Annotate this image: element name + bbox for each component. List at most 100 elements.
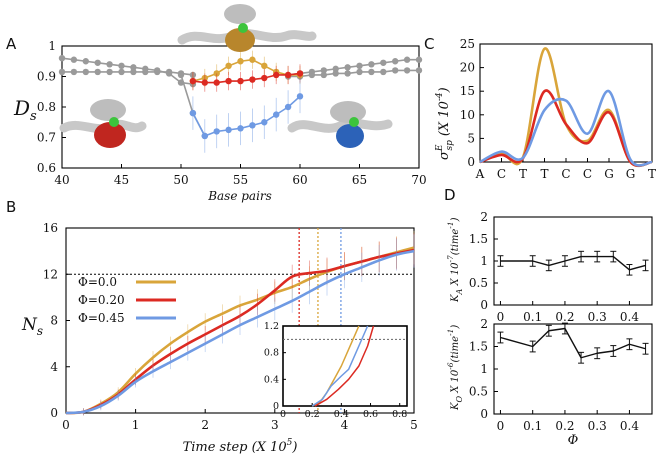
data-point-phi45 [273,111,280,118]
x-tick-label: 0.2 [555,419,574,433]
data-point-gray [94,68,101,76]
data-point-gray [130,68,137,76]
data-point-gray [320,71,327,79]
data-point-gray [165,68,173,76]
panel-label-d: D [444,186,456,204]
data-point-gray [70,68,78,76]
panel-d-bottom-chart: 0 0.5 1 1.5 2 0 0.1 0.2 0.3 0.4 Φ KO X 10-6(time-… [446,317,653,448]
panel-b-legend: Φ=0.0 Φ=0.20 Φ=0.45 [78,275,176,325]
y-tick-label: 1.5 [469,340,488,354]
panel-a-ylabel: Ds [13,96,37,124]
data-point-phi45 [284,103,292,111]
panel-d-bottom-ylabel: KO X 10-6(time-1) [446,325,464,411]
data-point-gray [368,61,375,68]
y-tick-label: 25 [460,37,475,51]
series-line-phi45 [65,249,415,415]
panel-label-c: C [424,35,434,53]
panel-a-xlabel: Base pairs [207,189,272,203]
data-point-gray [106,68,113,76]
data-point-gray [94,59,101,66]
y-tick-label: 0.5 [469,276,488,290]
y-tick-label: 4 [50,360,58,374]
inset-x-tick-label: 0.6 [363,409,378,420]
data-point-phi45 [213,128,220,135]
data-point-gray [118,62,125,70]
dna-protein-illustration-gold [177,4,317,52]
x-tick-label: T [519,167,527,181]
dna-protein-illustration-red [59,99,147,148]
y-tick-label: 0.7 [37,131,56,145]
x-tick-label: 3 [271,418,279,432]
inset-series-line-phi45 [311,325,369,407]
series-line-phi45 [479,89,653,167]
y-tick-label: 10 [460,108,475,122]
data-point-phi20 [296,70,304,77]
inset-x-tick-label: 0.8 [392,409,407,420]
data-point-gray [344,70,351,77]
panel-b-inset: 0 0.2 0.4 0.6 0.8 0 0.4 0.8 1.2 [264,321,408,420]
y-tick-label: 0.8 [37,100,56,114]
panel-b-series [65,228,415,416]
data-point-gray [415,67,423,74]
panel-d-xlabel: Φ [568,433,579,448]
data-point-phi45 [261,119,268,126]
x-tick-label: G [604,167,614,181]
x-tick-label: 2 [201,418,209,432]
data-point-gray [58,55,66,62]
x-tick-label: 50 [173,173,188,187]
data-point-gray [142,68,149,76]
data-point-phi20 [225,77,232,85]
series-line-phi20 [192,72,301,84]
x-tick-label: 0 [497,419,505,433]
y-tick-label: 0 [480,407,488,421]
data-point-gray [332,65,339,73]
data-point-phi20 [273,71,280,79]
series-line-phi45 [192,95,301,137]
panel-b-xlabel: Time step (X 105) [183,438,298,455]
data-point-gray [392,58,399,65]
y-tick-label: 0.6 [37,161,56,175]
x-tick-label: 0.4 [620,419,639,433]
data-point-gray [177,71,185,79]
inset-series-line-phi20 [314,325,375,407]
series-line-phi0 [192,58,300,82]
x-tick-label: G [626,167,636,181]
y-tick-label: 20 [460,61,475,75]
x-tick-label: 40 [54,173,69,187]
data-point-phi45 [296,93,304,100]
data-point-gray [320,67,327,74]
inset-y-tick-label: 0.4 [264,374,279,385]
data-point-gray [403,56,411,63]
y-tick-label: 2 [480,317,488,331]
x-tick-label: 70 [411,173,426,187]
x-tick-label: T [648,167,656,181]
x-tick-label: 0 [62,418,70,432]
panel-d-top-series [497,250,649,276]
x-tick-label: 0.2 [555,310,574,324]
y-tick-label: 1.5 [469,232,488,246]
data-point-gray [403,67,411,74]
data-point-phi45 [225,126,232,134]
panel-d-top-ylabel: KA X 10-7(time-1) [446,217,464,303]
data-point-phi0 [261,62,268,70]
data-point-gray [308,71,316,79]
y-tick-label: 1 [48,39,56,53]
legend-label-phi20: Φ=0.20 [78,293,125,307]
data-point-phi20 [213,79,220,86]
x-tick-label: 0.3 [588,310,607,324]
data-point-gray [130,64,137,71]
x-tick-label: 55 [233,173,248,187]
data-point-gray [154,68,161,76]
x-tick-label: 1 [132,418,140,432]
y-tick-label: 1 [480,362,488,376]
data-point-phi20 [237,77,244,85]
legend-label-phi45: Φ=0.45 [78,311,125,325]
y-tick-label: 0.5 [469,385,488,399]
series-line-phi20 [479,89,653,167]
y-tick-label: 0 [467,155,475,169]
x-tick-label: 0.1 [523,310,542,324]
data-point-phi45 [201,132,208,140]
y-tick-label: 12 [43,267,58,281]
data-point-gray [344,64,351,71]
